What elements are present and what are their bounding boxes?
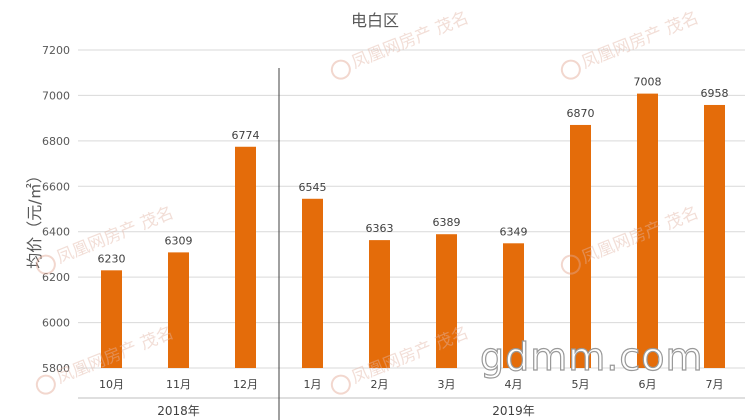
x-tick-label: 6月 (639, 378, 657, 391)
data-label: 7008 (634, 76, 662, 89)
bar (637, 93, 658, 369)
bar (168, 252, 189, 368)
data-label: 6230 (98, 252, 126, 265)
chart-title: 电白区 (351, 11, 399, 30)
x-tick-label: 1月 (304, 378, 322, 391)
year-groups: 2018年 2019年 (78, 68, 745, 420)
bar (704, 104, 725, 369)
data-label: 6309 (165, 234, 193, 247)
y-tick-label: 6800 (42, 135, 70, 148)
data-label: 6349 (500, 225, 528, 238)
bars (101, 93, 725, 369)
y-tick-label: 7000 (42, 89, 70, 102)
bar (302, 198, 323, 368)
x-tick-label: 3月 (438, 378, 456, 391)
y-tick-label: 6200 (42, 271, 70, 284)
bar (101, 270, 122, 368)
y-tick-label: 6400 (42, 226, 70, 239)
group-label: 2019年 (492, 404, 535, 418)
data-label: 6774 (232, 129, 260, 142)
x-tick-label: 5月 (572, 378, 590, 391)
bar (369, 240, 390, 368)
y-axis-label: 均价（元/㎡） (25, 167, 44, 268)
x-tick-label: 10月 (99, 378, 124, 391)
x-tick-label: 2月 (371, 378, 389, 391)
data-label: 6870 (567, 107, 595, 120)
data-label: 6545 (299, 181, 327, 194)
y-tick-label: 6600 (42, 180, 70, 193)
y-ticks: 5800 6000 6200 6400 6600 6800 7000 7200 (42, 44, 70, 375)
group-label: 2018年 (157, 404, 200, 418)
x-ticks: 10月 11月 12月 1月 2月 3月 4月 5月 6月 7月 (99, 378, 724, 391)
y-tick-label: 7200 (42, 44, 70, 57)
x-tick-label: 11月 (166, 378, 191, 391)
x-tick-label: 4月 (505, 378, 523, 391)
y-tick-label: 5800 (42, 362, 70, 375)
data-labels: 6230 6309 6774 6545 6363 6389 6349 6870 7008 6958 (98, 76, 729, 266)
data-label: 6389 (433, 216, 461, 229)
data-label: 6958 (701, 87, 729, 100)
bar (570, 124, 591, 368)
grid-lines (78, 49, 745, 369)
site-watermark: gdmm.com (479, 334, 704, 379)
bar (436, 234, 457, 368)
y-tick-label: 6000 (42, 317, 70, 330)
x-tick-label: 7月 (706, 378, 724, 391)
data-label: 6363 (366, 222, 394, 235)
x-tick-label: 12月 (233, 378, 258, 391)
bar (503, 243, 524, 368)
bar (235, 146, 256, 368)
